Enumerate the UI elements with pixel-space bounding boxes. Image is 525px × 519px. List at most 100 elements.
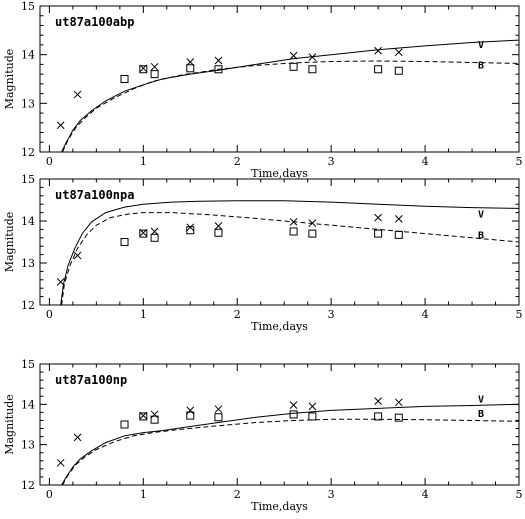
curve-label-b: B [478,230,484,241]
y-tick-label: 12 [21,479,35,492]
square-marker [308,229,317,238]
plot-frame [39,5,520,153]
square-marker [120,420,129,429]
cross-marker [289,401,298,409]
cross-marker [150,410,159,419]
cross-marker [289,217,298,226]
square-marker [139,65,148,74]
y-tick-label: 13 [21,439,35,452]
square-marker [186,64,195,73]
square-marker [374,229,383,238]
y-tick-label: 13 [21,97,35,110]
series-v-line [61,39,519,152]
square-marker [394,66,403,75]
cross-marker [394,48,403,57]
curve-label-v: V [478,394,484,405]
panel-title: ut87a100npa [55,188,134,202]
square-marker [289,62,298,71]
cross-marker [214,405,223,414]
cross-marker [56,278,65,286]
x-axis-title: Time,days [251,167,308,180]
x-tick-label: 0 [46,155,53,168]
cross-marker [308,53,317,61]
cross-marker [374,46,382,55]
cross-marker [56,458,65,467]
panel-3: 0 1 2 3 4 512131415Time,daysMagnitudeut87a100… [3,358,523,513]
square-marker [308,412,317,421]
square-marker [150,233,159,242]
series-v-line [60,200,519,305]
x-tick-label: 3 [328,308,335,321]
x-tick-label: 1 [140,488,147,501]
cross-marker [394,398,403,407]
y-axis-title: Magnitude [3,49,16,110]
y-tick-label: 15 [21,173,35,186]
x-tick-label: 5 [516,155,523,168]
panel-title: ut87a100np [55,373,127,387]
curve-label-v: V [478,40,484,51]
cross-marker [186,223,195,232]
square-marker [214,228,223,237]
x-axis-title: Time,days [251,500,308,513]
curve-label-v: V [478,209,484,220]
cross-marker [56,121,65,130]
x-tick-label: 0 [46,308,53,321]
cross-marker [186,406,195,415]
x-tick-label: 3 [328,488,335,501]
plot-frame [39,363,520,486]
square-marker [214,413,223,422]
square-marker [394,413,403,422]
y-axis-title: Magnitude [3,212,16,273]
x-tick-label: 2 [234,155,241,168]
cross-marker [73,433,82,442]
square-marker [289,227,298,236]
series-b-line [62,418,519,485]
series-v-line [61,403,519,485]
square-marker [120,238,129,246]
square-marker [186,226,195,235]
x-tick-label: 4 [422,155,429,168]
square-marker [214,65,223,74]
cross-marker [214,56,223,65]
cross-marker [374,213,382,222]
x-tick-label: 4 [422,308,429,321]
cross-marker [394,215,403,223]
x-tick-label: 5 [516,308,523,321]
cross-marker [308,219,317,227]
curve-label-b: B [478,60,484,71]
cross-marker [73,251,82,260]
x-tick-label: 2 [234,308,241,321]
x-tick-label: 5 [516,488,523,501]
x-axis-title: Time,days [251,320,308,333]
panel-title: ut87a100abp [55,15,134,29]
square-marker [289,410,298,419]
square-marker [374,65,383,74]
y-tick-label: 15 [21,358,35,371]
x-tick-label: 3 [328,155,335,168]
cross-marker [150,62,159,71]
cross-marker [308,402,317,411]
y-tick-label: 12 [21,146,35,159]
cross-marker [214,222,223,230]
series-b-line [62,60,519,152]
square-marker [139,412,148,421]
panel-1: 0 1 2 3 4 512131415Time,daysMagnitudeut87a100… [3,0,523,180]
square-marker [120,75,129,83]
y-tick-label: 14 [21,215,35,228]
x-tick-label: 2 [234,488,241,501]
x-tick-label: 4 [422,488,429,501]
square-marker [186,411,195,420]
x-tick-label: 0 [46,488,53,501]
y-axis-title: Magnitude [3,394,16,455]
x-tick-label: 1 [140,308,147,321]
y-tick-label: 14 [21,398,35,411]
cross-marker [374,397,382,405]
y-tick-label: 15 [21,0,35,13]
square-marker [374,412,383,421]
cross-marker [289,51,298,60]
square-marker [150,70,159,79]
panel-2: 0 1 2 3 4 512131415Time,daysMagnitudeut87a100… [3,173,523,333]
square-marker [139,229,148,238]
square-marker [394,230,403,239]
